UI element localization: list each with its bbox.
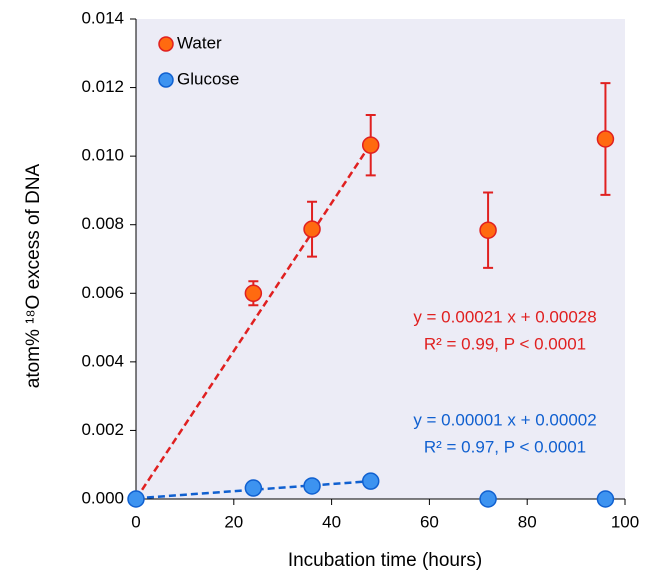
legend-label: Water: [177, 33, 222, 52]
point: [361, 136, 380, 154]
point: [303, 220, 321, 238]
fit-annotation: R² = 0.97, P < 0.0001: [424, 437, 586, 456]
y-tick-label: 0.000: [81, 488, 124, 507]
legend-marker: [158, 72, 174, 88]
y-tick-label: 0.012: [81, 77, 124, 96]
x-tick-label: 20: [224, 512, 243, 531]
y-tick-label: 0.006: [81, 283, 124, 302]
point: [479, 490, 497, 508]
point: [127, 490, 145, 508]
fit-annotation: y = 0.00001 x + 0.00002: [413, 410, 596, 429]
trend-line: [135, 479, 371, 500]
y-tick-label: 0.002: [81, 420, 124, 439]
point: [244, 479, 263, 497]
point: [596, 130, 615, 148]
y-tick-label: 0.010: [81, 146, 124, 165]
x-axis-label: Incubation time (hours): [288, 550, 482, 571]
legend-label: Glucose: [177, 69, 239, 88]
point: [244, 284, 263, 303]
x-tick-label: 40: [322, 512, 341, 531]
x-tick-label: 100: [611, 512, 639, 531]
point: [479, 221, 497, 239]
point: [361, 472, 380, 490]
trend-line: [134, 143, 372, 500]
x-tick-label: 0: [131, 512, 140, 531]
point: [303, 477, 321, 495]
fit-annotation: y = 0.00021 x + 0.00028: [413, 307, 596, 326]
y-tick-label: 0.014: [81, 8, 124, 27]
x-tick-label: 80: [518, 512, 537, 531]
point: [596, 490, 615, 508]
plot-area: [136, 19, 625, 499]
fit-annotation: R² = 0.99, P < 0.0001: [424, 334, 586, 353]
y-tick-label: 0.004: [81, 351, 124, 370]
y-axis-label: atom% ¹⁸O excess of DNA: [23, 163, 44, 388]
legend-marker: [158, 36, 174, 52]
y-tick-label: 0.008: [81, 214, 124, 233]
x-tick-label: 60: [420, 512, 439, 531]
